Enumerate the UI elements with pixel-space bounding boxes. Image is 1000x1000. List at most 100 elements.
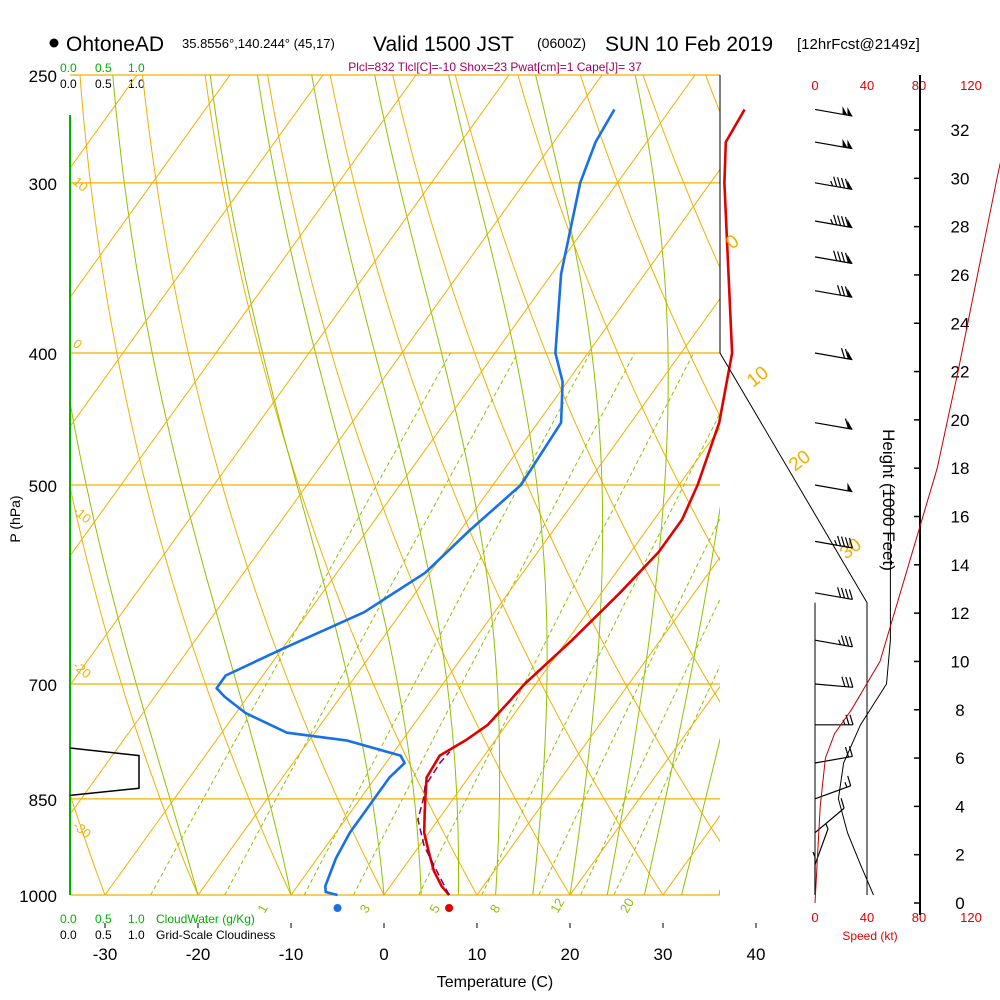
height-tick-label: 20 [951,411,970,430]
pressure-tick-label: 850 [29,791,57,810]
pressure-tick-label: 400 [29,345,57,364]
isotherm-line [476,556,720,895]
y-axis-label: P (hPa) [7,495,23,542]
cloud-water-scale-top: 0.0 0.5 1.0 0.0 0.5 1.0 [60,61,145,91]
moist-adiabat-line [112,75,292,895]
wind-barb-flag [847,482,853,492]
height-tick-label: 26 [951,266,970,285]
x-tick-label: -10 [279,945,304,964]
wind-barb-shaft [814,290,853,298]
cloudiness-tick: 0.0 [60,928,77,942]
moist-adiabat-label: 10 [743,362,773,392]
dry-adiabat-label: 0 [70,336,85,352]
isotherm-line [70,75,510,686]
dry-adiabat-line [70,792,106,895]
wind-barb-full [840,285,846,297]
wind-barb-full [848,589,853,600]
cloud-water-tick: 0.5 [95,912,112,926]
height-tick-label: 0 [955,894,964,913]
moist-adiabat-line [311,75,459,895]
wind-barb-full [840,177,846,189]
mixing-ratio-line [224,352,519,895]
isotherm-line [197,168,720,895]
dry-adiabat-line [454,75,720,703]
speed-tick-label-bottom: 120 [960,910,982,925]
wind-barb-shaft [814,592,853,601]
dry-adiabat-line [204,75,478,895]
speed-tick-label-top: 40 [860,78,874,93]
wind-barb-full [833,214,838,226]
wind-barb-full [844,418,850,429]
cloudiness-tick: 1.0 [128,928,145,942]
mixing-ratio-lines [150,352,720,895]
dry-adiabat-line [0,51,22,924]
isotherm-line [70,75,417,557]
mixing-ratio-label: 5 [426,902,443,916]
sounding-series [215,108,746,912]
height-axis: Height (1000 Feet) 024681012141618202224… [814,75,1000,915]
pressure-tick-label: 300 [29,175,57,194]
dry-adiabat-line [141,75,385,895]
height-tick-label: 22 [951,363,970,382]
height-tick-label: 4 [955,797,964,816]
wind-barb-full [840,348,846,359]
wind-barb-full [833,250,838,261]
wind-barb-full [844,746,850,758]
wind-barb-flag [847,288,853,298]
moist-adiabat-label: 0 [722,231,743,254]
speed-tick-label-top: 120 [960,78,982,93]
indices-line: Plcl=832 Tlcl[C]=-10 Shox=23 Pwat[cm]=1 … [348,60,642,74]
isotherm-line [104,75,696,895]
axes: Temperature (C) P (hPa) Speed (kt) 25030… [7,67,898,991]
mixing-ratio-line [352,352,636,895]
wind-panel-outline [719,352,868,895]
wind-barb-full [844,537,850,548]
mixing-ratio-line [418,352,695,895]
wind-barb-flag [847,218,853,228]
wind-barb-shaft [814,108,853,117]
height-tick-label: 28 [951,218,970,237]
dry-adiabat-line [517,75,720,562]
height-tick-label: 14 [951,556,970,575]
moist-adiabats [70,75,720,895]
wind-barb-flag [842,138,848,148]
isotherm-line [70,75,324,428]
dry-adiabat-label: 10 [70,174,91,195]
wind-barb-full [844,348,850,360]
x-tick-label: 0 [379,945,388,964]
wind-barb-flag [847,180,853,190]
wind-barb-flag [847,350,853,360]
cloudiness-tick: 1.0 [128,77,145,91]
surface-temperature-point [445,904,454,912]
speed-tick-label-bottom: 40 [860,910,874,925]
speed-tick-label-bottom: 0 [811,910,818,925]
moist-adiabat-line [70,399,199,895]
dry-adiabat-label: -30 [70,818,94,842]
wind-barb-shaft [814,807,845,834]
wind-barb-full [840,798,845,809]
cloudiness-line [69,747,140,797]
cloud-water-label: CloudWater (g/Kg) [156,912,255,926]
wind-barb-shaft [814,182,853,191]
moist-adiabat-line [535,75,604,895]
wind-barb-shaft [814,639,853,648]
wind-barb-full [840,216,846,227]
moist-adiabat-line [643,505,720,895]
height-tick-label: 16 [951,508,970,527]
cloudiness-label: Grid-Scale Cloudiness [156,928,275,942]
cloud-water-tick: 0.0 [60,912,77,926]
cloudiness-tick: 0.5 [95,77,112,91]
height-tick-label: 8 [955,701,964,720]
wind-barb-full [844,286,850,297]
wind-barb-full [845,676,850,688]
x-tick-label: 30 [654,945,673,964]
dry-adiabat-line [70,484,199,895]
dry-adiabat-line [79,75,292,895]
mixing-ratio-label: 12 [547,895,567,915]
pressure-tick-label: 250 [29,67,57,86]
wind-barb-full [837,215,842,226]
wind-barb-half [834,539,838,546]
speed-profile-line [837,485,891,896]
